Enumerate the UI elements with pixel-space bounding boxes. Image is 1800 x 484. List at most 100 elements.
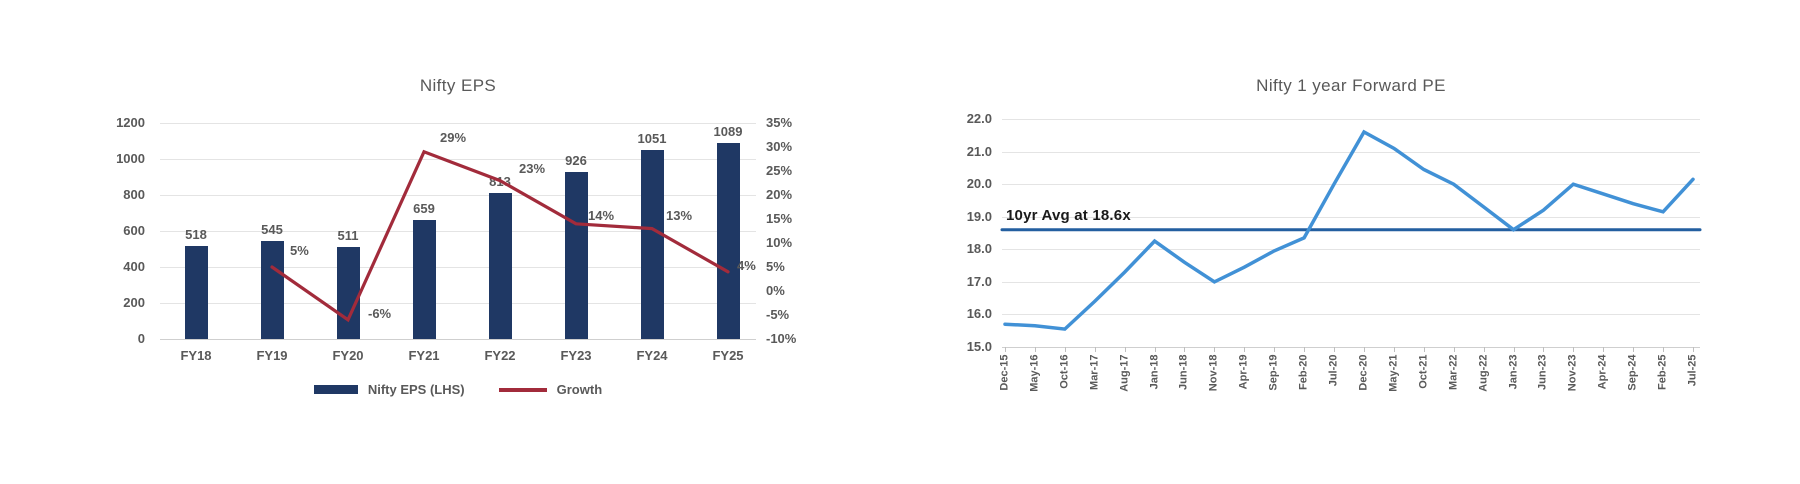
eps-left-axis-tick: 1200 [116,115,145,130]
eps-x-axis-label: FY18 [180,348,212,363]
growth-point-label: 5% [290,243,309,258]
eps-left-axis-tick: 800 [123,187,145,202]
pe-x-axis-label: May-21 [1387,354,1400,392]
eps-x-axis-label: FY19 [256,348,288,363]
eps-left-axis-tick: 1000 [116,151,145,166]
pe-x-tickmark [1633,347,1634,352]
pe-x-axis-label: Jul-20 [1327,354,1340,387]
pe-x-tickmark [1274,347,1275,352]
pe-x-axis-label: Dec-20 [1357,354,1370,391]
eps-right-axis-tick: -5% [766,307,790,322]
pe-x-tickmark [1573,347,1574,352]
eps-left-axis-tick: 0 [137,331,145,346]
pe-x-tickmark [1663,347,1664,352]
pe-x-axis-label: Jan-23 [1507,354,1520,390]
eps-right-axis-tick: 5% [766,259,785,274]
pe-x-axis-label: Sep-24 [1626,354,1639,391]
pe-x-tickmark [1244,347,1245,352]
eps-gridline [160,195,756,196]
left-chart-legend: Nifty EPS (LHS) Growth [160,382,756,397]
eps-bar-FY22 [489,193,512,339]
pe-x-tickmark [1214,347,1215,352]
pe-x-tickmark [1095,347,1096,352]
pe-gridline [1002,152,1700,153]
pe-gridline [1002,314,1700,315]
pe-y-axis-tick: 15.0 [966,339,992,354]
eps-left-axis-tick: 400 [123,259,145,274]
eps-right-axis-tick: 10% [766,235,793,250]
pe-x-axis-label: Jul-25 [1686,354,1699,387]
avg-line-annotation: 10yr Avg at 18.6x [1006,207,1131,224]
pe-gridline [1002,282,1700,283]
eps-right-axis-tick: 30% [766,139,793,154]
pe-gridline [1002,347,1700,348]
eps-bar-value-label: 1051 [637,131,667,146]
eps-bar-FY18 [185,246,208,339]
eps-bar-FY24 [641,150,664,339]
pe-y-axis-tick: 17.0 [966,274,992,289]
pe-x-tickmark [1514,347,1515,352]
eps-x-axis-label: FY23 [560,348,592,363]
eps-gridline [160,303,756,304]
pe-x-axis-label: Aug-22 [1477,354,1490,392]
pe-x-axis-label: Feb-25 [1656,354,1669,390]
pe-x-axis-label: Jan-18 [1148,354,1161,390]
eps-bar-FY21 [413,220,436,339]
pe-x-tickmark [1125,347,1126,352]
pe-x-axis-label: May-16 [1028,354,1041,392]
eps-bar-FY25 [717,143,740,339]
legend-bar-swatch [313,385,358,394]
pe-x-axis-label: Oct-16 [1058,354,1071,389]
eps-bar-value-label: 659 [413,201,435,216]
eps-bar-FY20 [337,247,360,339]
eps-left-axis-tick: 600 [123,223,145,238]
eps-right-axis-tick: 20% [766,187,793,202]
pe-x-axis-label: Mar-17 [1088,354,1101,390]
eps-x-axis-label: FY21 [408,348,440,363]
eps-bar-value-label: 545 [261,222,283,237]
eps-bar-value-label: 926 [565,153,587,168]
pe-y-axis-tick: 18.0 [966,241,992,256]
pe-x-axis-label: Oct-21 [1417,354,1430,389]
pe-x-tickmark [1035,347,1036,352]
pe-x-axis-label: Jun-23 [1536,354,1549,390]
pe-x-axis-label: Nov-23 [1566,354,1579,392]
eps-right-axis-tick: 25% [766,163,793,178]
eps-x-axis-label: FY20 [332,348,364,363]
eps-left-axis-tick: 200 [123,295,145,310]
eps-bar-value-label: 813 [489,174,511,189]
eps-gridline [160,339,756,340]
eps-right-axis-tick: 0% [766,283,785,298]
eps-bar-FY23 [565,172,588,339]
pe-x-axis-label: Sep-19 [1267,354,1280,391]
growth-point-label: 14% [588,208,615,223]
eps-gridline [160,159,756,160]
pe-x-tickmark [1334,347,1335,352]
pe-y-axis-tick: 22.0 [966,111,992,126]
pe-x-tickmark [1484,347,1485,352]
legend-line-swatch [498,387,547,392]
pe-x-axis-label: Feb-20 [1297,354,1310,390]
pe-x-axis-label: Apr-19 [1237,354,1250,390]
pe-x-axis-label: Aug-17 [1118,354,1131,392]
right-chart-title: Nifty 1 year Forward PE [1256,76,1446,95]
pe-x-tickmark [1424,347,1425,352]
eps-x-axis-label: FY24 [636,348,668,363]
pe-x-axis-label: Jun-18 [1177,354,1190,390]
eps-bar-value-label: 511 [337,228,359,243]
pe-x-tickmark [1693,347,1694,352]
pe-x-axis-label: Mar-22 [1447,354,1460,390]
legend-label-growth: Growth [556,382,603,397]
pe-x-tickmark [1155,347,1156,352]
eps-bar-FY19 [261,241,284,339]
pe-x-axis-label: Nov-18 [1207,354,1220,392]
legend-label-eps: Nifty EPS (LHS) [367,382,465,397]
eps-right-axis-tick: 15% [766,211,793,226]
pe-x-axis-label: Apr-24 [1596,354,1609,390]
pe-x-tickmark [1543,347,1544,352]
pe-x-tickmark [1454,347,1455,352]
pe-gridline [1002,119,1700,120]
left-chart-title: Nifty EPS [419,76,497,95]
eps-right-axis-tick: -10% [766,331,797,346]
